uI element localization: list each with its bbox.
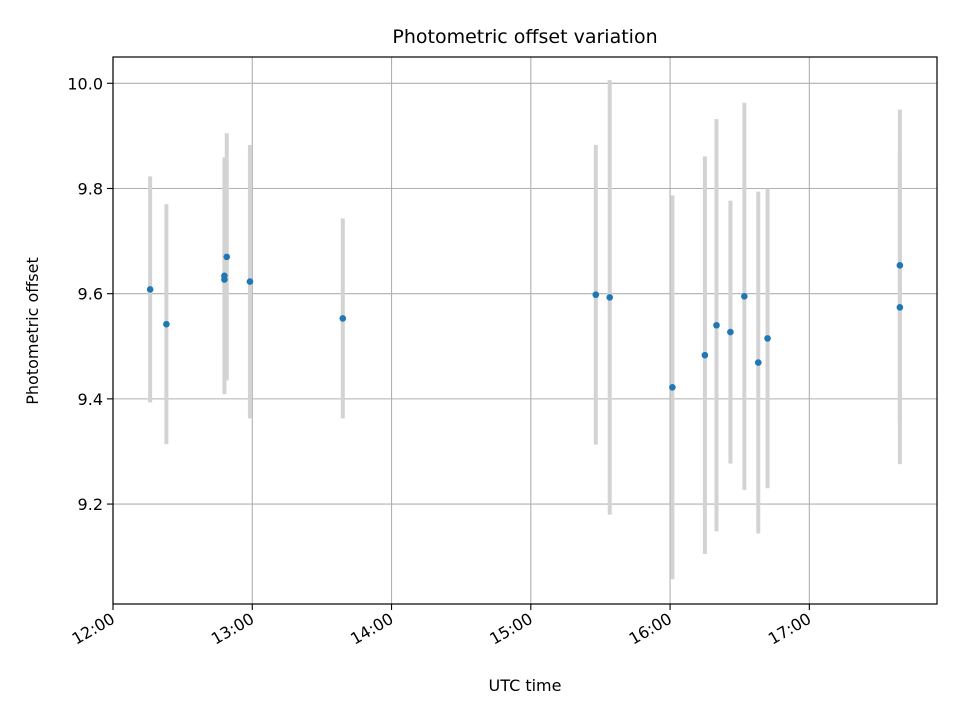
grid: [112, 57, 937, 604]
data-point: [223, 253, 231, 261]
chart-title: Photometric offset variation: [392, 26, 657, 48]
y-axis-label: Photometric offset: [23, 257, 42, 405]
data-point: [163, 320, 170, 328]
y-tick-label: 9.8: [78, 179, 103, 198]
x-axis-label: UTC time: [489, 676, 562, 695]
x-tick-label: 13:00: [208, 609, 257, 649]
x-tick-label: 14:00: [347, 609, 396, 649]
data-point: [221, 276, 228, 283]
y-tick-label: 9.2: [78, 495, 103, 514]
data-point: [727, 328, 734, 336]
data-point: [701, 351, 709, 359]
data-points: [146, 253, 904, 391]
y-tick-label: 10.0: [67, 74, 103, 93]
x-tick-label: 17:00: [765, 609, 814, 649]
x-tick-label: 12:00: [69, 609, 118, 649]
data-point: [741, 293, 748, 300]
data-point: [669, 384, 676, 391]
data-point: [339, 315, 347, 322]
x-tick-label: 15:00: [486, 609, 535, 649]
data-point: [764, 335, 771, 342]
data-point: [713, 321, 720, 329]
data-point: [896, 261, 904, 269]
data-point: [896, 304, 904, 311]
data-point: [246, 278, 254, 285]
x-tick-label: 16:00: [626, 609, 675, 649]
plot-frame: [112, 56, 938, 605]
y-tick-label: 9.6: [78, 285, 103, 304]
x-axis: 12:00 13:00 14:00 15:00 16:00 17:00: [69, 604, 814, 649]
y-tick-label: 9.4: [78, 390, 103, 409]
data-point: [592, 291, 600, 299]
y-axis: 9.2 9.4 9.6 9.8 10.0: [67, 74, 113, 514]
data-point: [754, 359, 762, 366]
data-point: [606, 294, 614, 301]
data-point: [146, 286, 154, 293]
